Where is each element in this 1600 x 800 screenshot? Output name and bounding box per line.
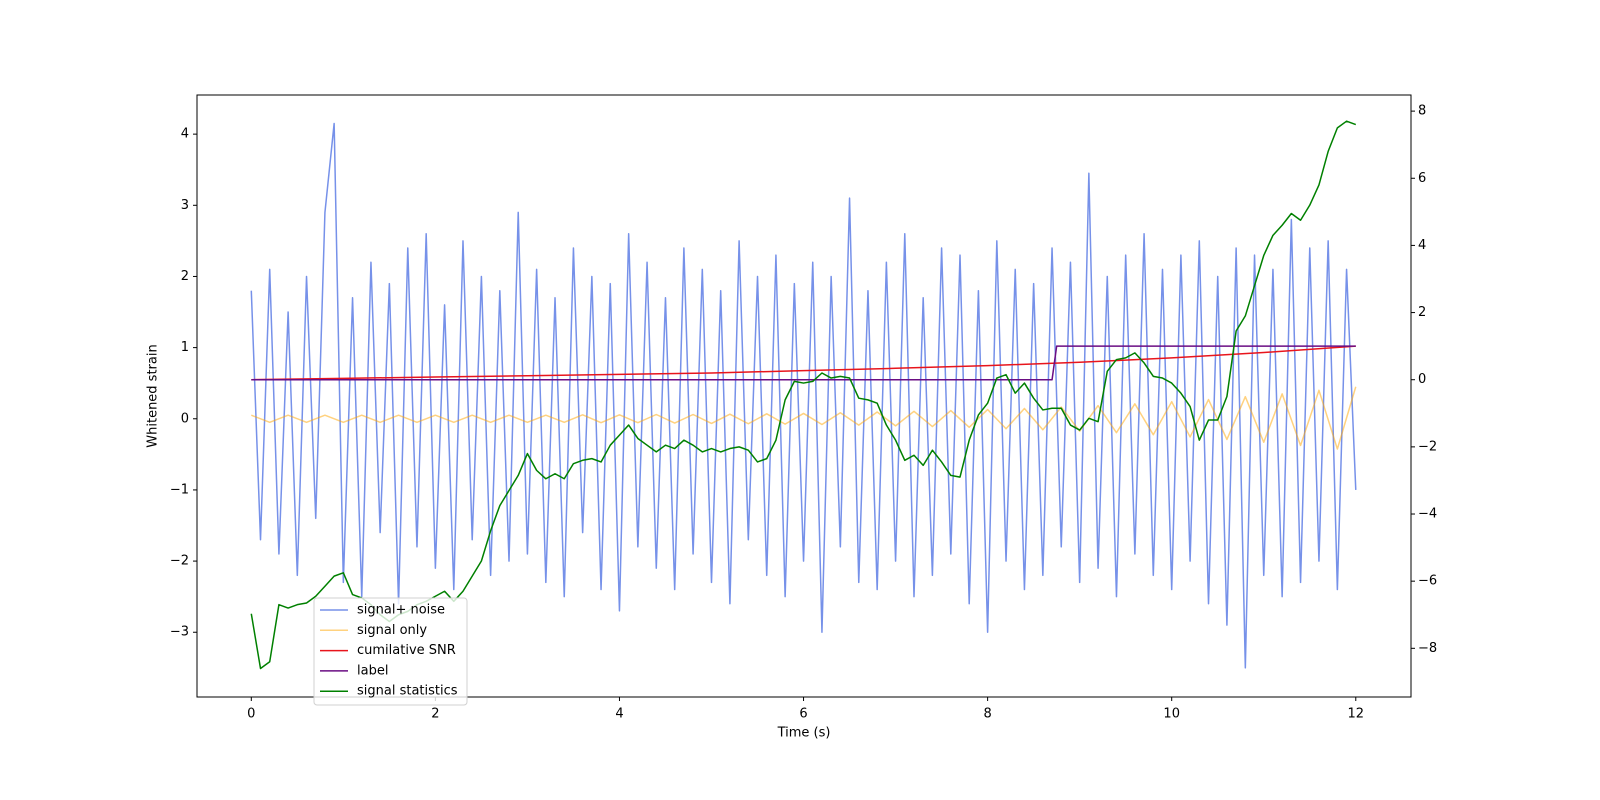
y2-tick-label: 4 xyxy=(1418,238,1426,253)
y2-tick-label: −6 xyxy=(1418,574,1437,589)
x-axis-label: Time (s) xyxy=(777,726,831,741)
legend-label: signal only xyxy=(357,623,427,638)
legend-label: label xyxy=(357,663,388,678)
series-line xyxy=(251,345,1356,381)
x-tick-label: 2 xyxy=(431,707,439,722)
x-tick-label: 6 xyxy=(799,707,807,722)
series-line xyxy=(251,386,1357,450)
y-tick-label: 3 xyxy=(181,198,189,213)
y2-tick-label: 6 xyxy=(1418,171,1426,186)
y-tick-label: 2 xyxy=(181,269,189,284)
series-line xyxy=(250,120,1357,670)
y-tick-label: 1 xyxy=(181,340,189,355)
series-line xyxy=(251,345,1356,381)
y2-tick-label: 0 xyxy=(1418,372,1426,387)
y2-tick-label: 2 xyxy=(1418,305,1426,320)
y-tick-label: −2 xyxy=(170,554,189,569)
y2-tick-label: 8 xyxy=(1418,104,1426,119)
legend-label: signal+ noise xyxy=(357,603,445,618)
y2-tick-label: −8 xyxy=(1418,641,1437,656)
x-tick-label: 10 xyxy=(1163,707,1180,722)
y-tick-label: 4 xyxy=(181,127,189,142)
series-line xyxy=(250,122,1357,669)
x-tick-label: 8 xyxy=(983,707,991,722)
plot-area xyxy=(250,120,1357,670)
y2-tick-label: −2 xyxy=(1418,439,1437,454)
legend-label: signal statistics xyxy=(357,684,458,699)
y-tick-label: −3 xyxy=(170,625,189,640)
x-tick-label: 12 xyxy=(1348,707,1365,722)
y-tick-label: −1 xyxy=(170,482,189,497)
y2-tick-label: −4 xyxy=(1418,507,1437,522)
y-tick-label: 0 xyxy=(181,411,189,426)
x-tick-label: 4 xyxy=(615,707,623,722)
legend-label: cumilative SNR xyxy=(357,643,456,658)
x-tick-label: 0 xyxy=(247,707,255,722)
y-axis-label: Whitened strain xyxy=(146,344,161,447)
legend-frame xyxy=(313,597,468,706)
legend: signal+ noise signal only cumilative SNR la… xyxy=(313,597,468,706)
